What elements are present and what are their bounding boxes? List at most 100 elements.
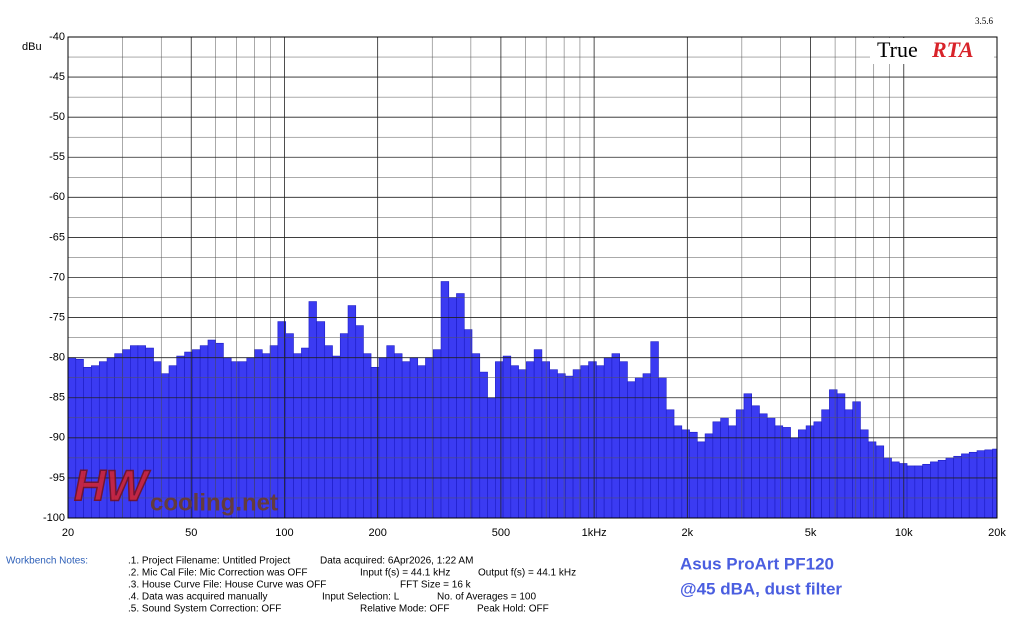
note: No. of Averages = 100: [437, 592, 536, 603]
x-tick-label: 10k: [895, 527, 913, 539]
note: Relative Mode: OFF: [360, 604, 449, 615]
bar: [875, 445, 885, 518]
y-tick-label: -65: [49, 231, 65, 243]
bar: [774, 425, 784, 518]
bar: [992, 448, 997, 518]
bar: [642, 373, 652, 518]
y-tick-label: -60: [49, 191, 65, 203]
bar: [301, 347, 310, 518]
logo-bg: [870, 38, 994, 64]
bar: [448, 297, 457, 518]
x-tick-label: 20k: [988, 527, 1006, 539]
version: 3.5.6: [975, 16, 994, 26]
bar: [798, 429, 807, 518]
bar: [394, 353, 403, 518]
bar: [293, 353, 302, 518]
logo-text: RTA: [931, 37, 974, 62]
bar: [735, 409, 745, 518]
bar: [619, 361, 628, 518]
bar: [867, 441, 877, 518]
note: FFT Size = 16 k: [400, 580, 472, 591]
note: .4. Data was acquired manually: [128, 592, 268, 603]
bar: [891, 461, 900, 518]
bar: [805, 425, 815, 518]
y-tick-label: -40: [49, 31, 65, 43]
bar: [922, 463, 931, 518]
bar: [968, 451, 978, 518]
bar: [316, 321, 326, 518]
bar: [650, 341, 659, 518]
bar: [697, 441, 706, 518]
watermark: HW: [74, 462, 151, 511]
bar: [401, 361, 411, 518]
bar: [588, 361, 597, 518]
bar: [899, 463, 908, 518]
y-tick-label: -95: [49, 472, 65, 484]
bar: [844, 409, 853, 518]
y-tick-label: -55: [49, 151, 65, 163]
bar: [479, 371, 488, 518]
bar: [813, 421, 822, 518]
bar: [363, 353, 372, 518]
bar: [782, 427, 791, 518]
bar: [681, 429, 690, 518]
x-tick-label: 5k: [805, 527, 817, 539]
bar: [526, 361, 535, 518]
bar: [634, 377, 644, 518]
bar: [417, 365, 426, 518]
y-tick-label: -75: [49, 311, 65, 323]
bar: [821, 409, 830, 518]
bar: [355, 325, 364, 518]
bar: [883, 457, 892, 518]
y-tick-label: -70: [49, 271, 65, 283]
x-tick-label: 200: [368, 527, 386, 539]
note: Input Selection: L: [322, 592, 400, 603]
bar: [611, 353, 620, 518]
note: .1. Project Filename: Untitled Project: [128, 556, 291, 567]
bar: [665, 409, 675, 518]
y-tick-label: -80: [49, 352, 65, 364]
bar: [627, 381, 636, 518]
bar: [906, 465, 916, 518]
bar: [658, 377, 667, 518]
y-tick-label: -50: [49, 111, 65, 123]
bar: [728, 425, 737, 518]
note: .3. House Curve File: House Curve was OF…: [128, 580, 326, 591]
bar: [285, 333, 294, 518]
bar: [510, 365, 519, 518]
bar: [533, 349, 543, 518]
bar: [324, 345, 333, 518]
bar: [495, 361, 504, 518]
bar: [829, 389, 838, 518]
bar: [689, 431, 698, 518]
y-tick-label: -100: [43, 512, 65, 524]
note: .2. Mic Cal File: Mic Correction was OFF: [128, 568, 307, 579]
bar: [339, 333, 349, 518]
bar: [836, 393, 846, 518]
note: Peak Hold: OFF: [477, 604, 549, 615]
watermark: cooling.net: [150, 489, 278, 516]
bar: [432, 349, 442, 518]
bar: [930, 461, 939, 518]
note: Data acquired: 6Apr2026, 1:22 AM: [320, 556, 473, 567]
bar: [673, 425, 683, 518]
bar: [502, 355, 512, 518]
x-tick-label: 100: [275, 527, 293, 539]
bar: [751, 405, 760, 518]
x-tick-label: 20: [62, 527, 74, 539]
bar: [471, 353, 481, 518]
plot-frame: [67, 36, 998, 519]
bar: [712, 421, 721, 518]
bar: [766, 417, 776, 518]
bars: [68, 281, 997, 518]
bar: [541, 361, 550, 518]
note: Input f(s) = 44.1 kHz: [360, 568, 450, 579]
bar: [860, 429, 869, 518]
y-tick-label: -90: [49, 432, 65, 444]
bar: [720, 417, 729, 518]
annotation: @45 dBA, dust filter: [680, 579, 842, 598]
annotation: Asus ProArt PF120: [680, 554, 834, 573]
bar: [549, 369, 558, 518]
bar: [852, 401, 861, 518]
